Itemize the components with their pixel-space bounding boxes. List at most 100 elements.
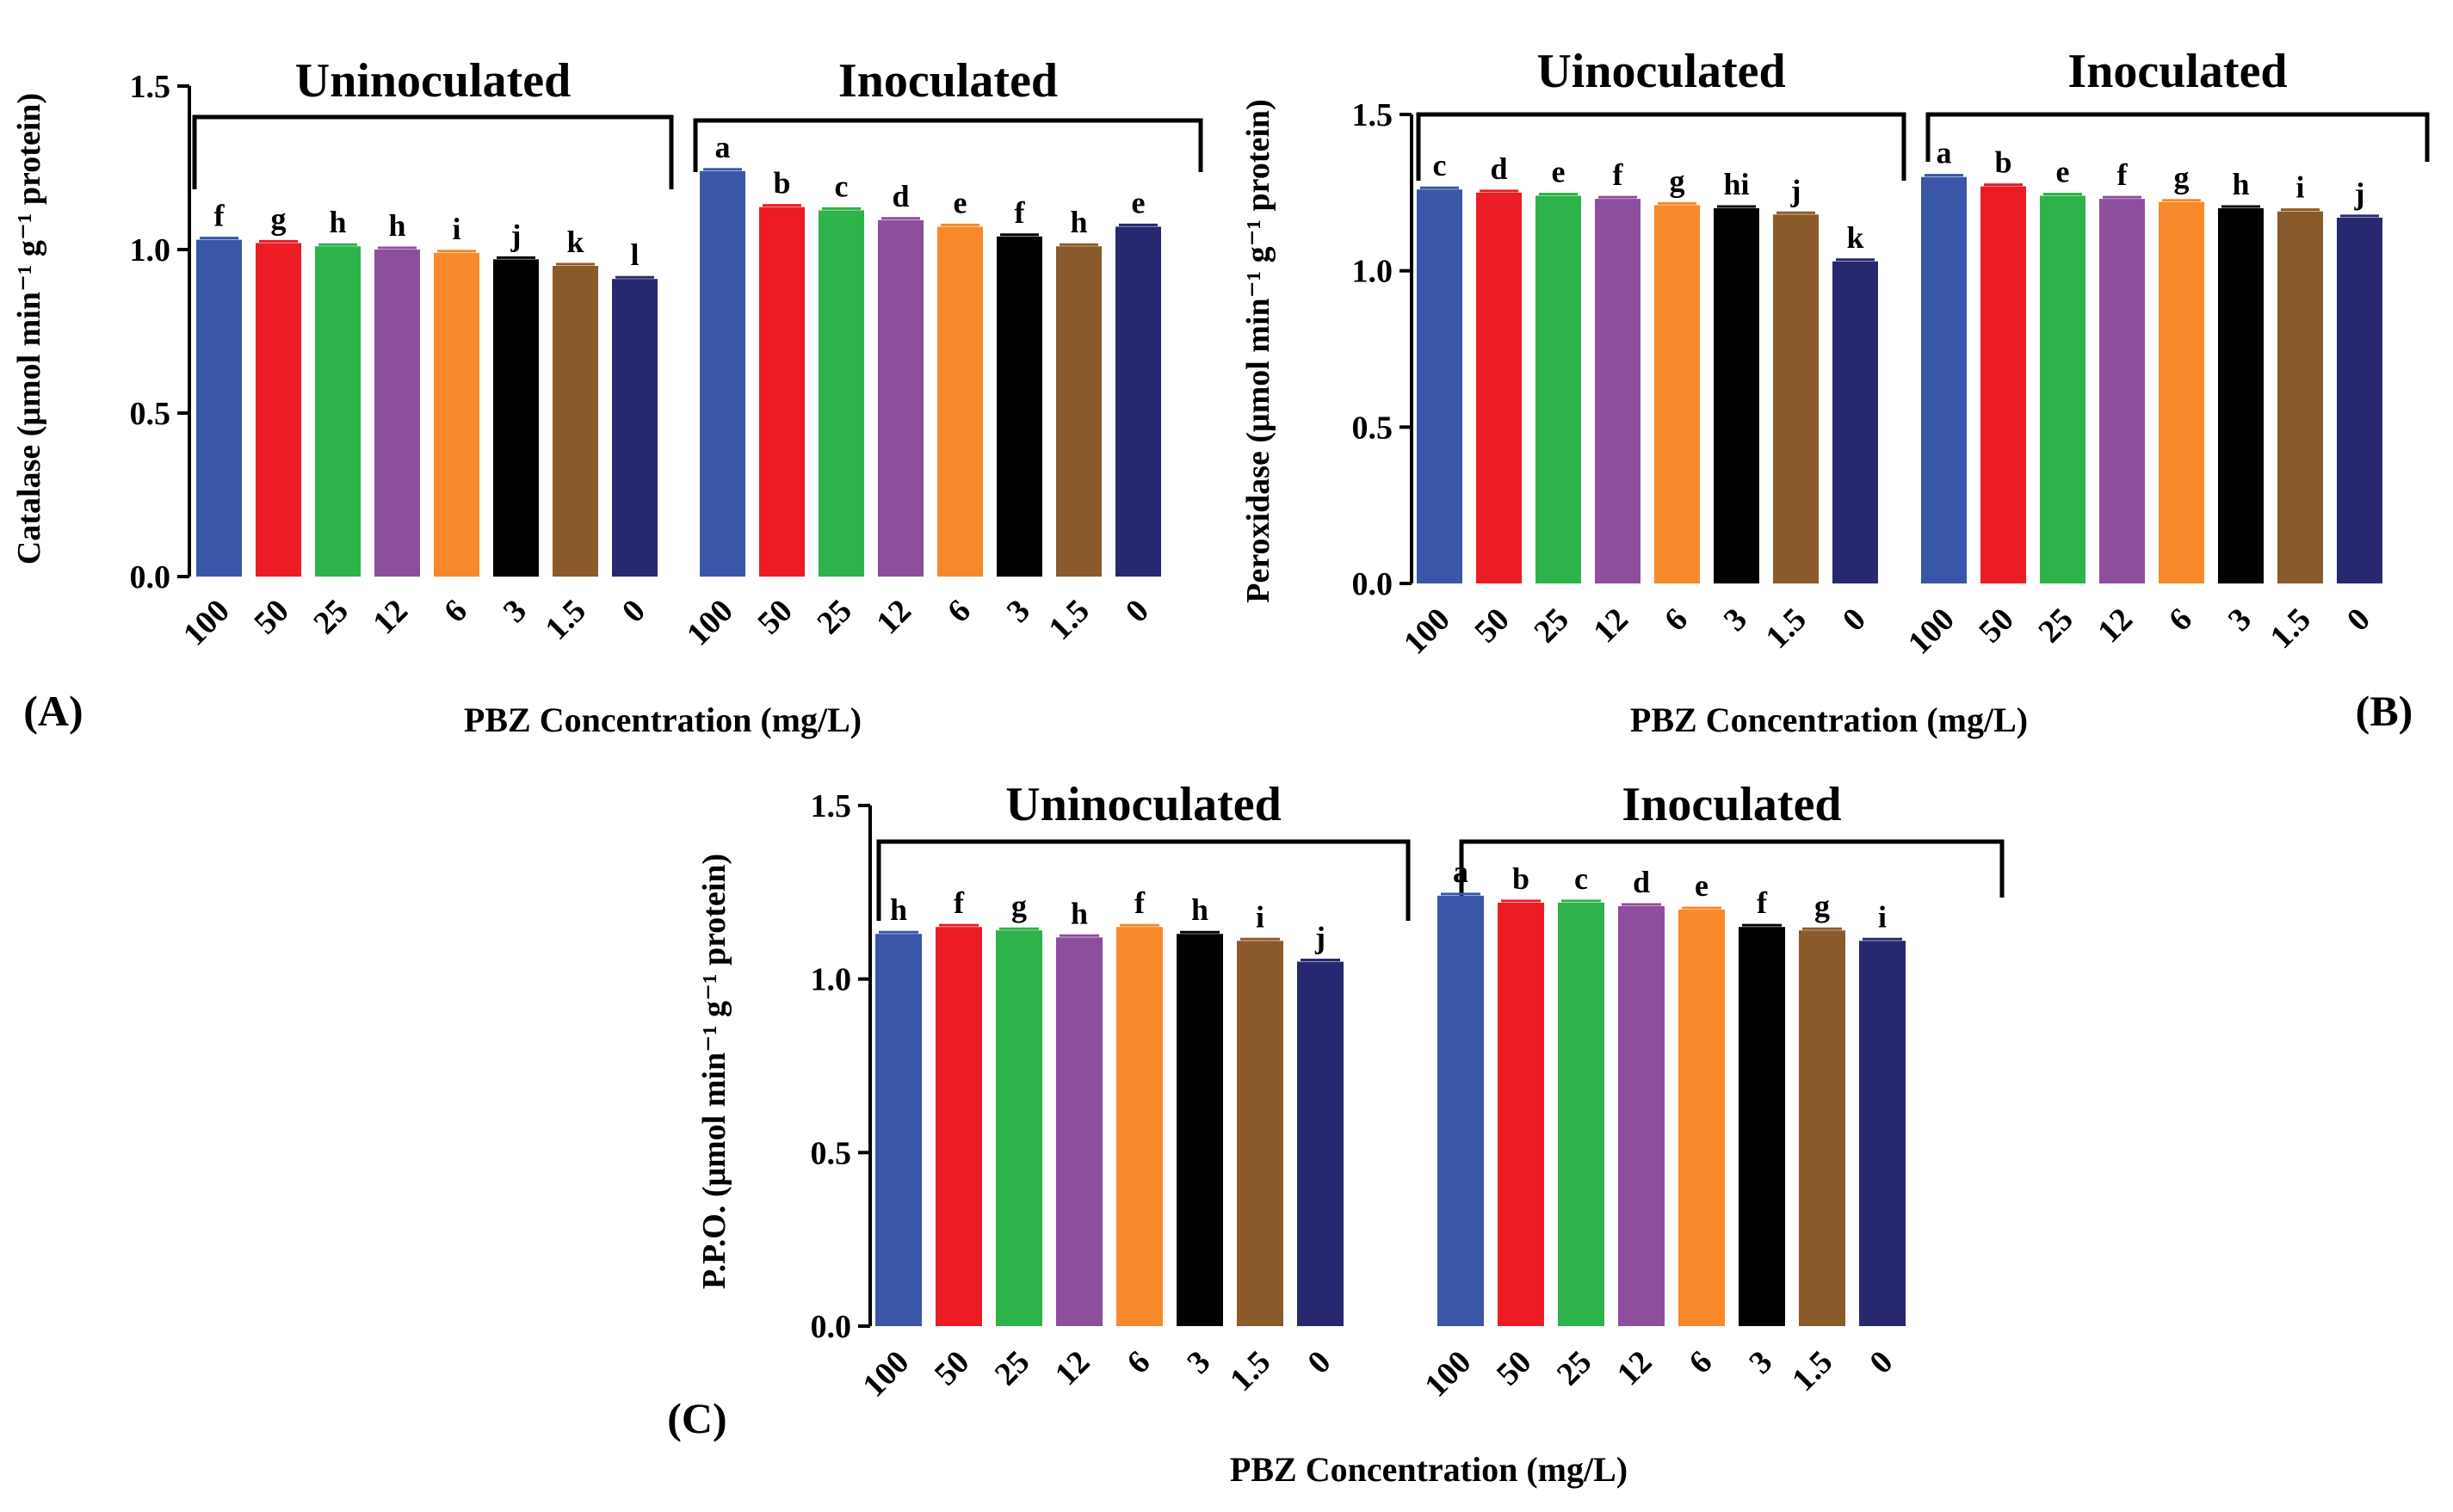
significance-letter: h: [1191, 892, 1208, 927]
x-tick-label: 12: [1610, 1344, 1659, 1393]
y-tick-label: 0.0: [811, 1309, 852, 1345]
x-tick-label: 12: [1048, 1344, 1097, 1393]
x-tick-label: 6: [1120, 1344, 1157, 1381]
x-tick-label: 0: [615, 593, 652, 630]
significance-letter: c: [835, 169, 849, 203]
significance-letter: h: [1070, 205, 1087, 239]
group-label: Uninoculated: [295, 54, 572, 108]
x-tick-label: 6: [1682, 1344, 1719, 1381]
x-tick-label: 1.5: [2264, 602, 2318, 656]
y-tick-label: 1.5: [811, 788, 852, 824]
significance-letter: i: [1256, 899, 1264, 934]
significance-letter: d: [892, 179, 909, 213]
bar: [1654, 205, 1700, 583]
x-tick-label: 3: [1717, 602, 1754, 639]
significance-letter: f: [2117, 157, 2129, 192]
group-bracket: [1459, 839, 2005, 898]
y-tick-label: 0.5: [130, 396, 171, 432]
x-axis-title: PBZ Concentration (mg/L): [464, 700, 862, 739]
x-tick-label: 25: [2031, 602, 2080, 651]
bar: [997, 236, 1042, 577]
bar: [1558, 902, 1604, 1326]
bar: [878, 219, 924, 577]
bar: [1980, 186, 2026, 584]
x-tick-label: 3: [2221, 602, 2258, 639]
panel-label: (B): [2356, 687, 2413, 735]
bar: [1437, 895, 1484, 1326]
bar: [1678, 910, 1725, 1326]
bar: [1832, 261, 1878, 583]
bar: [2040, 195, 2085, 583]
x-tick-label: 1.5: [1785, 1344, 1839, 1398]
x-tick-label: 100: [1901, 602, 1962, 662]
group-label: Inoculated: [2067, 45, 2287, 98]
significance-letter: g: [1011, 889, 1027, 923]
significance-letter: i: [2295, 170, 2304, 205]
significance-letter: a: [715, 130, 731, 164]
x-tick-label: 50: [751, 593, 800, 642]
bar: [1535, 195, 1581, 583]
y-axis-title: Catalase (μmol min⁻¹ g⁻¹ protein): [11, 93, 47, 565]
significance-letter: g: [2174, 161, 2190, 195]
group-label: Uinoculated: [1536, 45, 1785, 98]
x-tick-label: 50: [1490, 1344, 1539, 1393]
x-tick-label: 25: [810, 593, 859, 642]
x-tick-label: 6: [941, 593, 978, 630]
bar: [936, 927, 982, 1326]
x-tick-label: 25: [1550, 1344, 1599, 1393]
bar: [1921, 176, 1967, 583]
bar: [700, 170, 745, 577]
x-tick-label: 50: [247, 593, 296, 642]
x-tick-label: 12: [366, 593, 415, 642]
y-tick-label: 1.0: [811, 962, 852, 998]
significance-letter: h: [388, 208, 405, 243]
panel-label: (A): [23, 687, 83, 735]
significance-letter: h: [890, 892, 907, 927]
x-tick-label: 1.5: [539, 593, 593, 647]
bar: [1115, 226, 1161, 577]
x-tick-label: 0: [2340, 602, 2377, 639]
bar: [1799, 930, 1845, 1326]
significance-letter: f: [1613, 157, 1624, 192]
significance-letter: g: [1814, 889, 1830, 923]
x-tick-label: 1.5: [1223, 1344, 1277, 1398]
group-label: Inoculated: [838, 54, 1058, 108]
y-tick-label: 1.0: [1352, 254, 1393, 290]
significance-letter: i: [452, 212, 460, 246]
y-tick-label: 1.5: [1352, 97, 1393, 133]
x-tick-label: 100: [176, 593, 237, 653]
significance-letter: a: [1453, 855, 1468, 889]
significance-letter: d: [1633, 865, 1650, 899]
y-tick-label: 0.5: [811, 1135, 852, 1171]
x-tick-label: 0: [1119, 593, 1156, 630]
bar: [1297, 961, 1344, 1326]
bar: [434, 252, 479, 577]
bar: [1498, 902, 1544, 1326]
x-tick-label: 12: [1586, 602, 1635, 651]
bar: [996, 930, 1042, 1326]
x-tick-label: 1.5: [1042, 593, 1097, 647]
bar: [1595, 199, 1640, 583]
x-tick-label: 3: [1180, 1344, 1217, 1381]
x-tick-label: 3: [1000, 593, 1037, 630]
bar: [2099, 199, 2145, 583]
x-tick-label: 3: [1742, 1344, 1779, 1381]
group-bracket: [192, 114, 674, 189]
y-tick-label: 0.0: [1352, 566, 1393, 602]
x-tick-label: 25: [1527, 602, 1576, 651]
significance-letter: b: [1512, 861, 1529, 896]
group-bracket: [1416, 112, 1906, 181]
bar: [493, 259, 539, 577]
x-tick-label: 6: [1658, 602, 1695, 639]
significance-letter: f: [1015, 195, 1026, 230]
x-tick-label: 12: [2091, 602, 2140, 651]
bar: [1476, 192, 1522, 584]
significance-letter: j: [1790, 173, 1801, 207]
panel-b-peroxidase: 0.0 0.5 1.0 1.5 Peroxidase (μmol min⁻¹ g⁻¹ p…: [1240, 45, 2430, 739]
significance-letter: e: [1552, 154, 1566, 188]
bar: [1116, 927, 1163, 1326]
significance-letter: f: [1134, 886, 1146, 920]
significance-letter: f: [214, 199, 226, 233]
significance-letter: c: [1433, 148, 1447, 182]
